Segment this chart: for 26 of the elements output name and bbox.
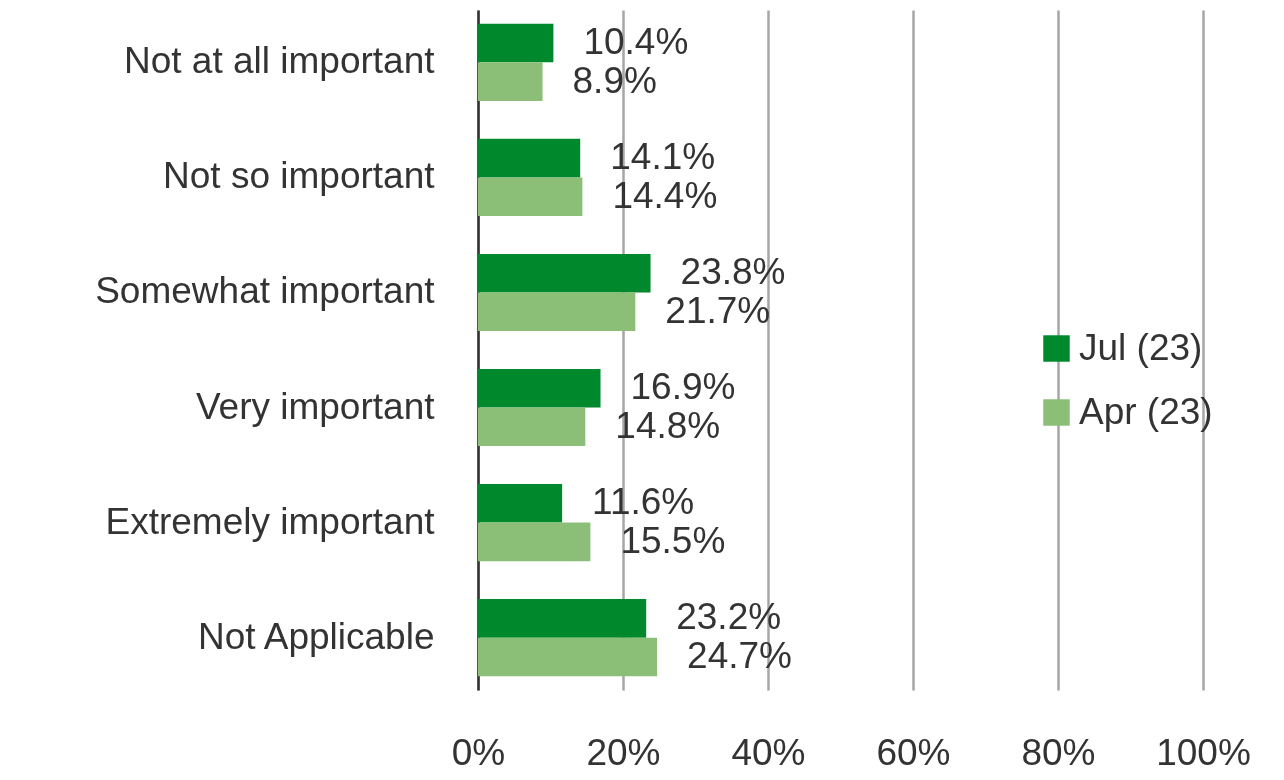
bar [478,62,543,101]
y-tick-label: Not Applicable [197,615,435,657]
y-tick-label: Somewhat important [95,270,436,312]
bar [478,177,583,216]
legend-label: Apr (23) [1079,390,1213,432]
y-tick-label: Extremely important [105,500,436,542]
bar [478,637,658,677]
x-tick-label: 20% [586,731,661,773]
bar [478,407,586,447]
bar [478,368,601,408]
bar [478,253,651,293]
bar [478,599,647,638]
x-tick-label: 60% [876,731,951,773]
x-tick-label: 80% [1021,731,1096,773]
legend-label: Jul (23) [1079,326,1203,368]
x-tick-label: 40% [731,731,806,773]
bar [478,522,591,562]
y-tick-label: Very important [195,385,436,427]
bar [478,484,563,523]
x-tick-label: 0% [451,731,506,773]
bar [478,23,554,63]
bar [478,138,581,178]
bar [478,292,636,332]
y-tick-label: Not at all important [123,40,436,82]
x-tick-label: 100% [1156,731,1251,773]
y-tick-label: Not so important [163,155,436,197]
